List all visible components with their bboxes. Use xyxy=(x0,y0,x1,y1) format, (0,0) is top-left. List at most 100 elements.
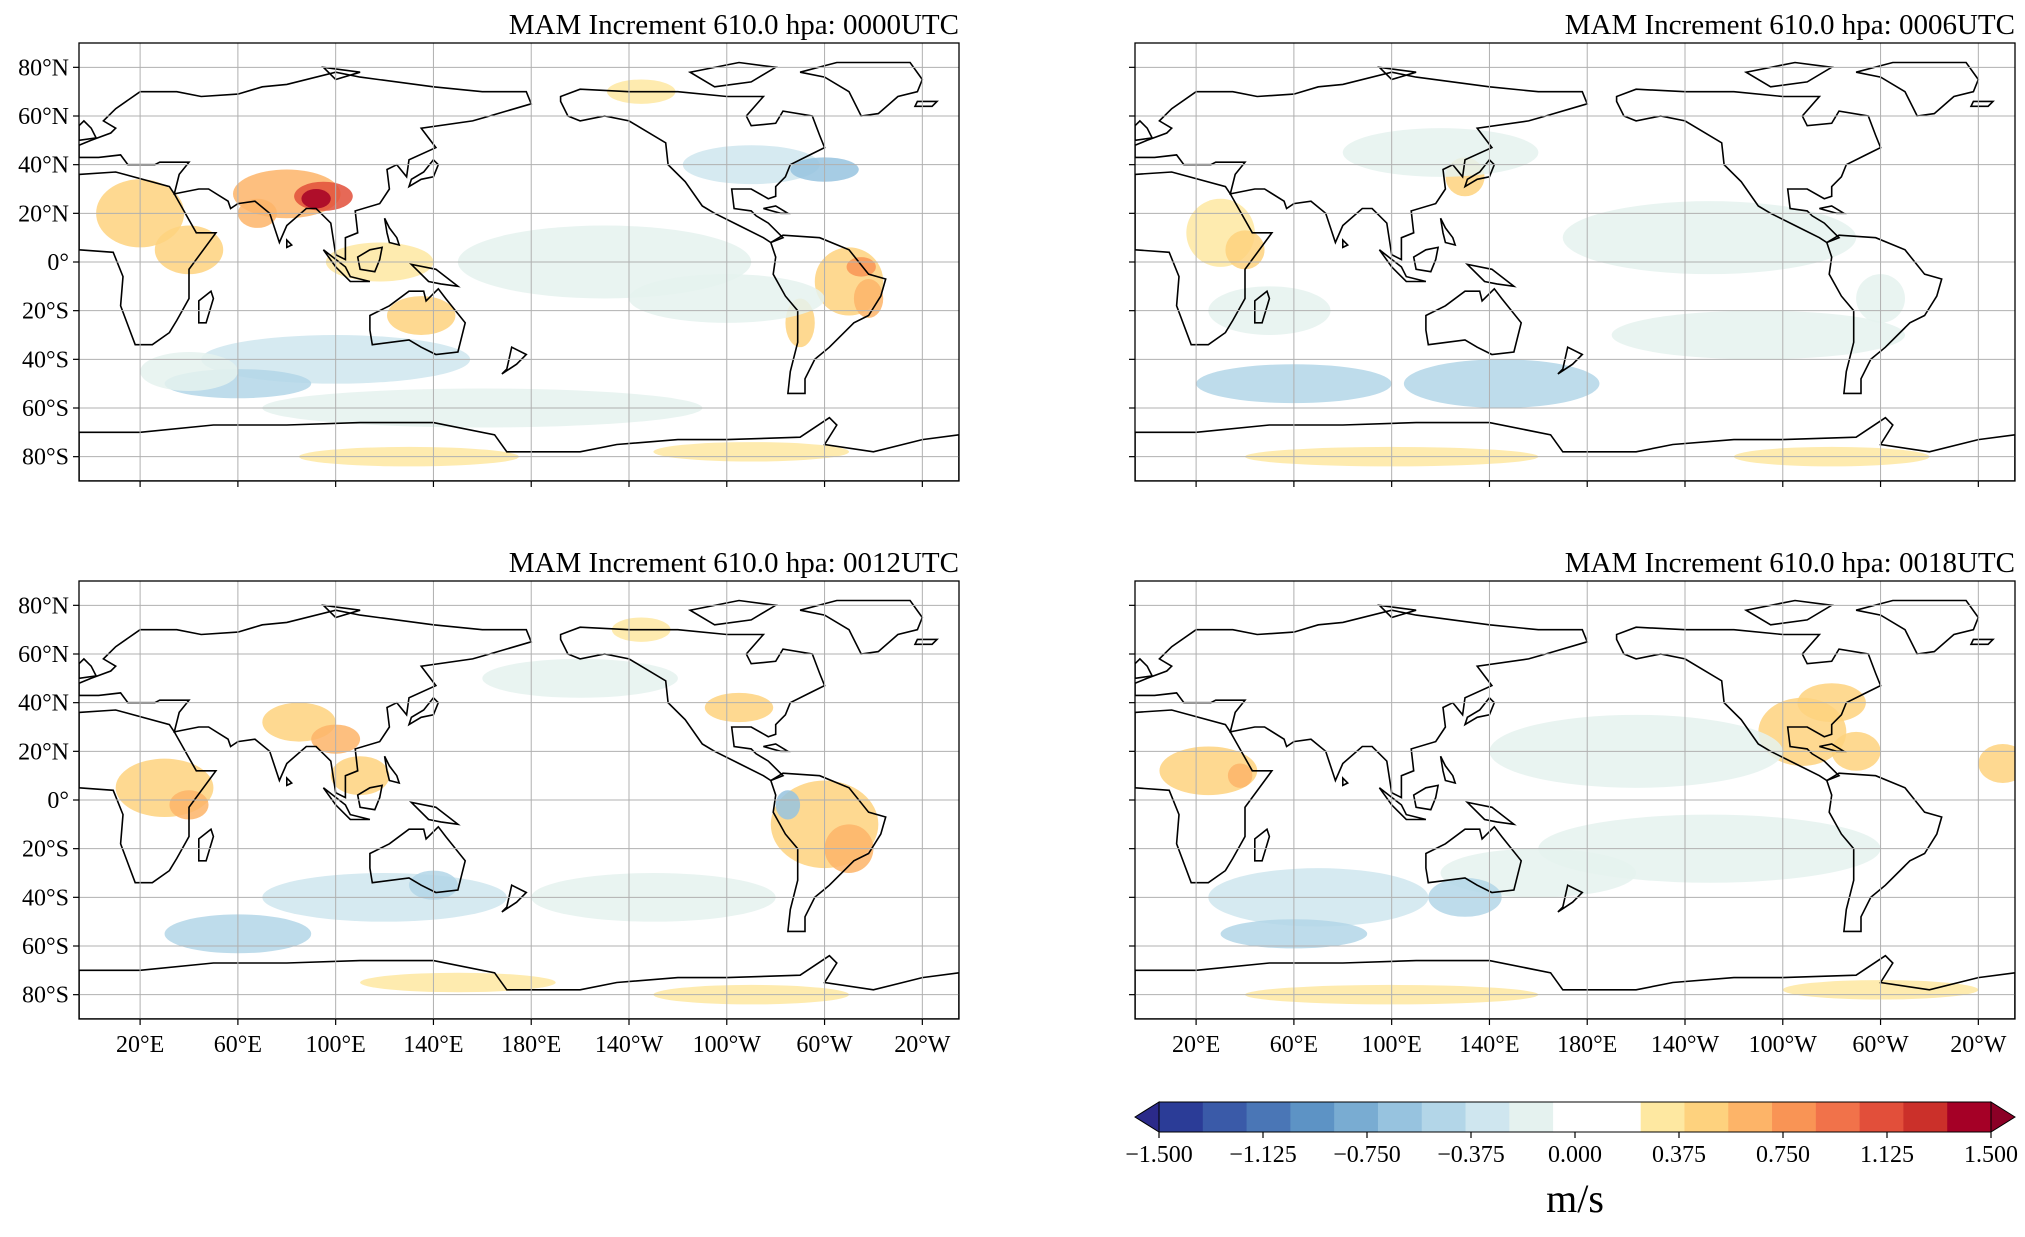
lon-label: 140°W xyxy=(595,1032,664,1058)
colorbar-segment xyxy=(1246,1102,1291,1132)
lat-label: 20°N xyxy=(18,201,69,227)
coastline xyxy=(198,827,215,862)
lat-label: 80°S xyxy=(22,445,69,471)
lat-label: 0° xyxy=(47,250,69,276)
coastline xyxy=(501,346,528,375)
coastline xyxy=(79,71,533,261)
coastline xyxy=(1463,696,1496,727)
panel-title: MAM Increment 610.0 hpa: 0000UTC xyxy=(509,9,959,41)
coastline xyxy=(356,246,384,273)
colorbar-segment xyxy=(1290,1102,1335,1132)
coastline xyxy=(1439,217,1457,247)
coastline xyxy=(1969,638,1995,646)
anomaly-contour xyxy=(653,442,849,462)
coastline xyxy=(79,709,218,884)
lon-label: 20°E xyxy=(116,1032,164,1058)
colorbar-segment xyxy=(1509,1102,1554,1132)
coastline xyxy=(407,696,440,727)
lat-label: 60°S xyxy=(22,396,69,422)
colorbar-tick-label: −0.375 xyxy=(1437,1142,1505,1168)
colorbar-segment xyxy=(1640,1102,1685,1132)
coastline xyxy=(198,289,215,324)
anomaly-contour xyxy=(775,790,801,820)
coastline xyxy=(79,954,959,1019)
colorbar-tick-label: −1.125 xyxy=(1229,1142,1297,1168)
colorbar-segment xyxy=(1465,1102,1510,1132)
gridlines xyxy=(1129,581,2015,1025)
map-frame xyxy=(78,580,960,1020)
colorbar-segment xyxy=(1684,1102,1729,1132)
map-frame xyxy=(78,42,960,482)
anomaly-contour xyxy=(169,790,209,820)
lon-label: 100°W xyxy=(693,1032,762,1058)
colorbar-segment xyxy=(1815,1102,1861,1132)
colorbar-segment xyxy=(1553,1102,1598,1132)
lat-label: 0° xyxy=(47,788,69,814)
colorbar-tick-label: 0.000 xyxy=(1548,1142,1602,1168)
coastline xyxy=(408,263,461,288)
colorbar-segment xyxy=(1334,1102,1379,1132)
anomaly-contour xyxy=(1611,310,1906,360)
colorbar-segment xyxy=(1859,1102,1904,1132)
lon-label: 180°E xyxy=(1557,1032,1617,1058)
anomaly-contour xyxy=(360,972,556,993)
coastline xyxy=(286,238,294,249)
lon-label: 20°E xyxy=(1172,1032,1220,1058)
colorbar-segment xyxy=(1377,1102,1423,1132)
lon-label: 180°E xyxy=(501,1032,561,1058)
colorbar-segment xyxy=(1772,1102,1817,1132)
colorbar-extend-low xyxy=(1134,1101,1160,1133)
anomaly-contour xyxy=(140,352,238,391)
colorbar-tick-label: −0.750 xyxy=(1333,1142,1401,1168)
colorbar-segment xyxy=(1596,1102,1642,1132)
colorbar-units: m/s xyxy=(1546,1176,1604,1221)
coastline xyxy=(1342,238,1350,249)
map-panel-3: MAM Increment 610.0 hpa: 0018UTC 20°E 60°E… xyxy=(1129,547,2016,1058)
colorbar-tick-label: −1.500 xyxy=(1125,1142,1193,1168)
gridlines xyxy=(73,581,959,1025)
coastline xyxy=(1425,287,1523,356)
lon-label: 100°E xyxy=(1362,1032,1422,1058)
coastline xyxy=(1425,825,1523,894)
colorbar-segment xyxy=(1728,1102,1773,1132)
lon-label: 140°E xyxy=(403,1032,463,1058)
coastline xyxy=(1135,609,1589,799)
coastline xyxy=(687,599,779,626)
coastline xyxy=(79,657,98,680)
anomaly-contour xyxy=(1403,359,1600,408)
anomaly-contour xyxy=(482,658,678,698)
coastline xyxy=(407,158,440,189)
anomaly-contour xyxy=(846,257,876,277)
colorbar-tick-label: 1.125 xyxy=(1860,1142,1914,1168)
anomaly-contour xyxy=(1225,230,1265,270)
coastline xyxy=(321,604,361,619)
colorbar-segment xyxy=(1947,1102,1992,1132)
lon-label: 60°E xyxy=(214,1032,262,1058)
coastline xyxy=(1615,626,1882,782)
lat-label: 60°N xyxy=(18,642,69,668)
coastline xyxy=(408,801,461,826)
coastline xyxy=(1135,171,1274,346)
coastline xyxy=(1969,100,1995,108)
lat-label: 40°N xyxy=(18,153,69,179)
coastlines xyxy=(1135,599,2015,1019)
coastline xyxy=(1855,599,1980,655)
panel-title: MAM Increment 610.0 hpa: 0018UTC xyxy=(1565,547,2015,579)
lat-label: 40°N xyxy=(18,691,69,717)
coastline xyxy=(1135,119,1154,142)
coastline xyxy=(1135,71,1589,261)
lat-label: 20°N xyxy=(18,739,69,765)
coastline xyxy=(1855,61,1980,117)
coastline xyxy=(1412,784,1440,811)
colorbar-segment xyxy=(1421,1102,1467,1132)
coastline xyxy=(1464,263,1517,288)
map-panel-0: MAM Increment 610.0 hpa: 0000UTC 80°N 60°N… xyxy=(18,9,960,487)
panel-title: MAM Increment 610.0 hpa: 0012UTC xyxy=(509,547,959,579)
coastline xyxy=(1464,801,1517,826)
coastline xyxy=(559,626,826,782)
coastline xyxy=(1135,954,2015,1019)
lon-label: 140°E xyxy=(1459,1032,1519,1058)
coastline xyxy=(79,171,218,346)
coastline xyxy=(1615,88,1882,244)
